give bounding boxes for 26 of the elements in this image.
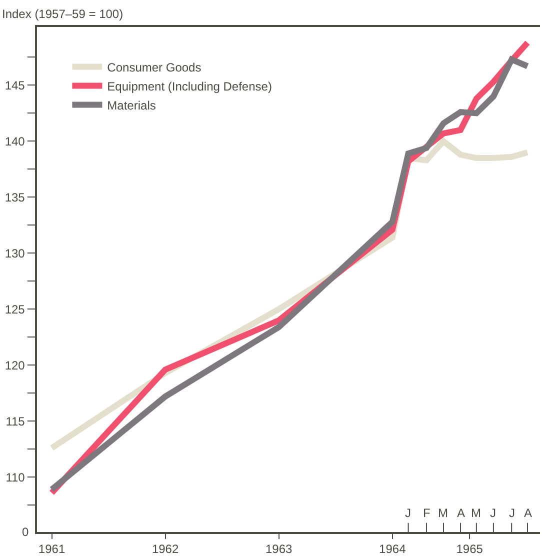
y-tick-label: 110 bbox=[6, 470, 26, 484]
x-tick-label: 1963 bbox=[266, 542, 293, 556]
text: 0 bbox=[22, 525, 29, 539]
y-axis-title: Index (1957–59 = 100) bbox=[2, 7, 124, 21]
y-tick-label: 135 bbox=[4, 190, 26, 204]
annotation: J bbox=[509, 506, 515, 520]
x-tick-label: 1962 bbox=[152, 542, 179, 556]
x-tick-label: 1965 bbox=[456, 542, 484, 556]
annotation: J bbox=[405, 506, 411, 520]
y-tick-label: 140 bbox=[4, 134, 26, 148]
y-tick-label: 130 bbox=[4, 246, 26, 260]
legend-label: Consumer Goods bbox=[107, 60, 202, 74]
annotation: M bbox=[471, 506, 481, 520]
annotation: J bbox=[490, 506, 496, 520]
y-tick-label: 120 bbox=[4, 358, 26, 372]
y-tick-label: 125 bbox=[4, 302, 26, 316]
legend-label: Materials bbox=[107, 98, 156, 112]
x-tick-label: 1964 bbox=[379, 542, 406, 556]
legend-label: Equipment (Including Defense) bbox=[107, 79, 272, 94]
x-tick-label: 1961 bbox=[38, 542, 66, 556]
annotation: M bbox=[438, 506, 448, 520]
annotation: A bbox=[524, 506, 532, 520]
annotation: F bbox=[423, 506, 430, 520]
y-tick-label: 145 bbox=[4, 78, 26, 92]
annotation: A bbox=[457, 506, 466, 520]
y-tick-label: 115 bbox=[6, 414, 26, 428]
